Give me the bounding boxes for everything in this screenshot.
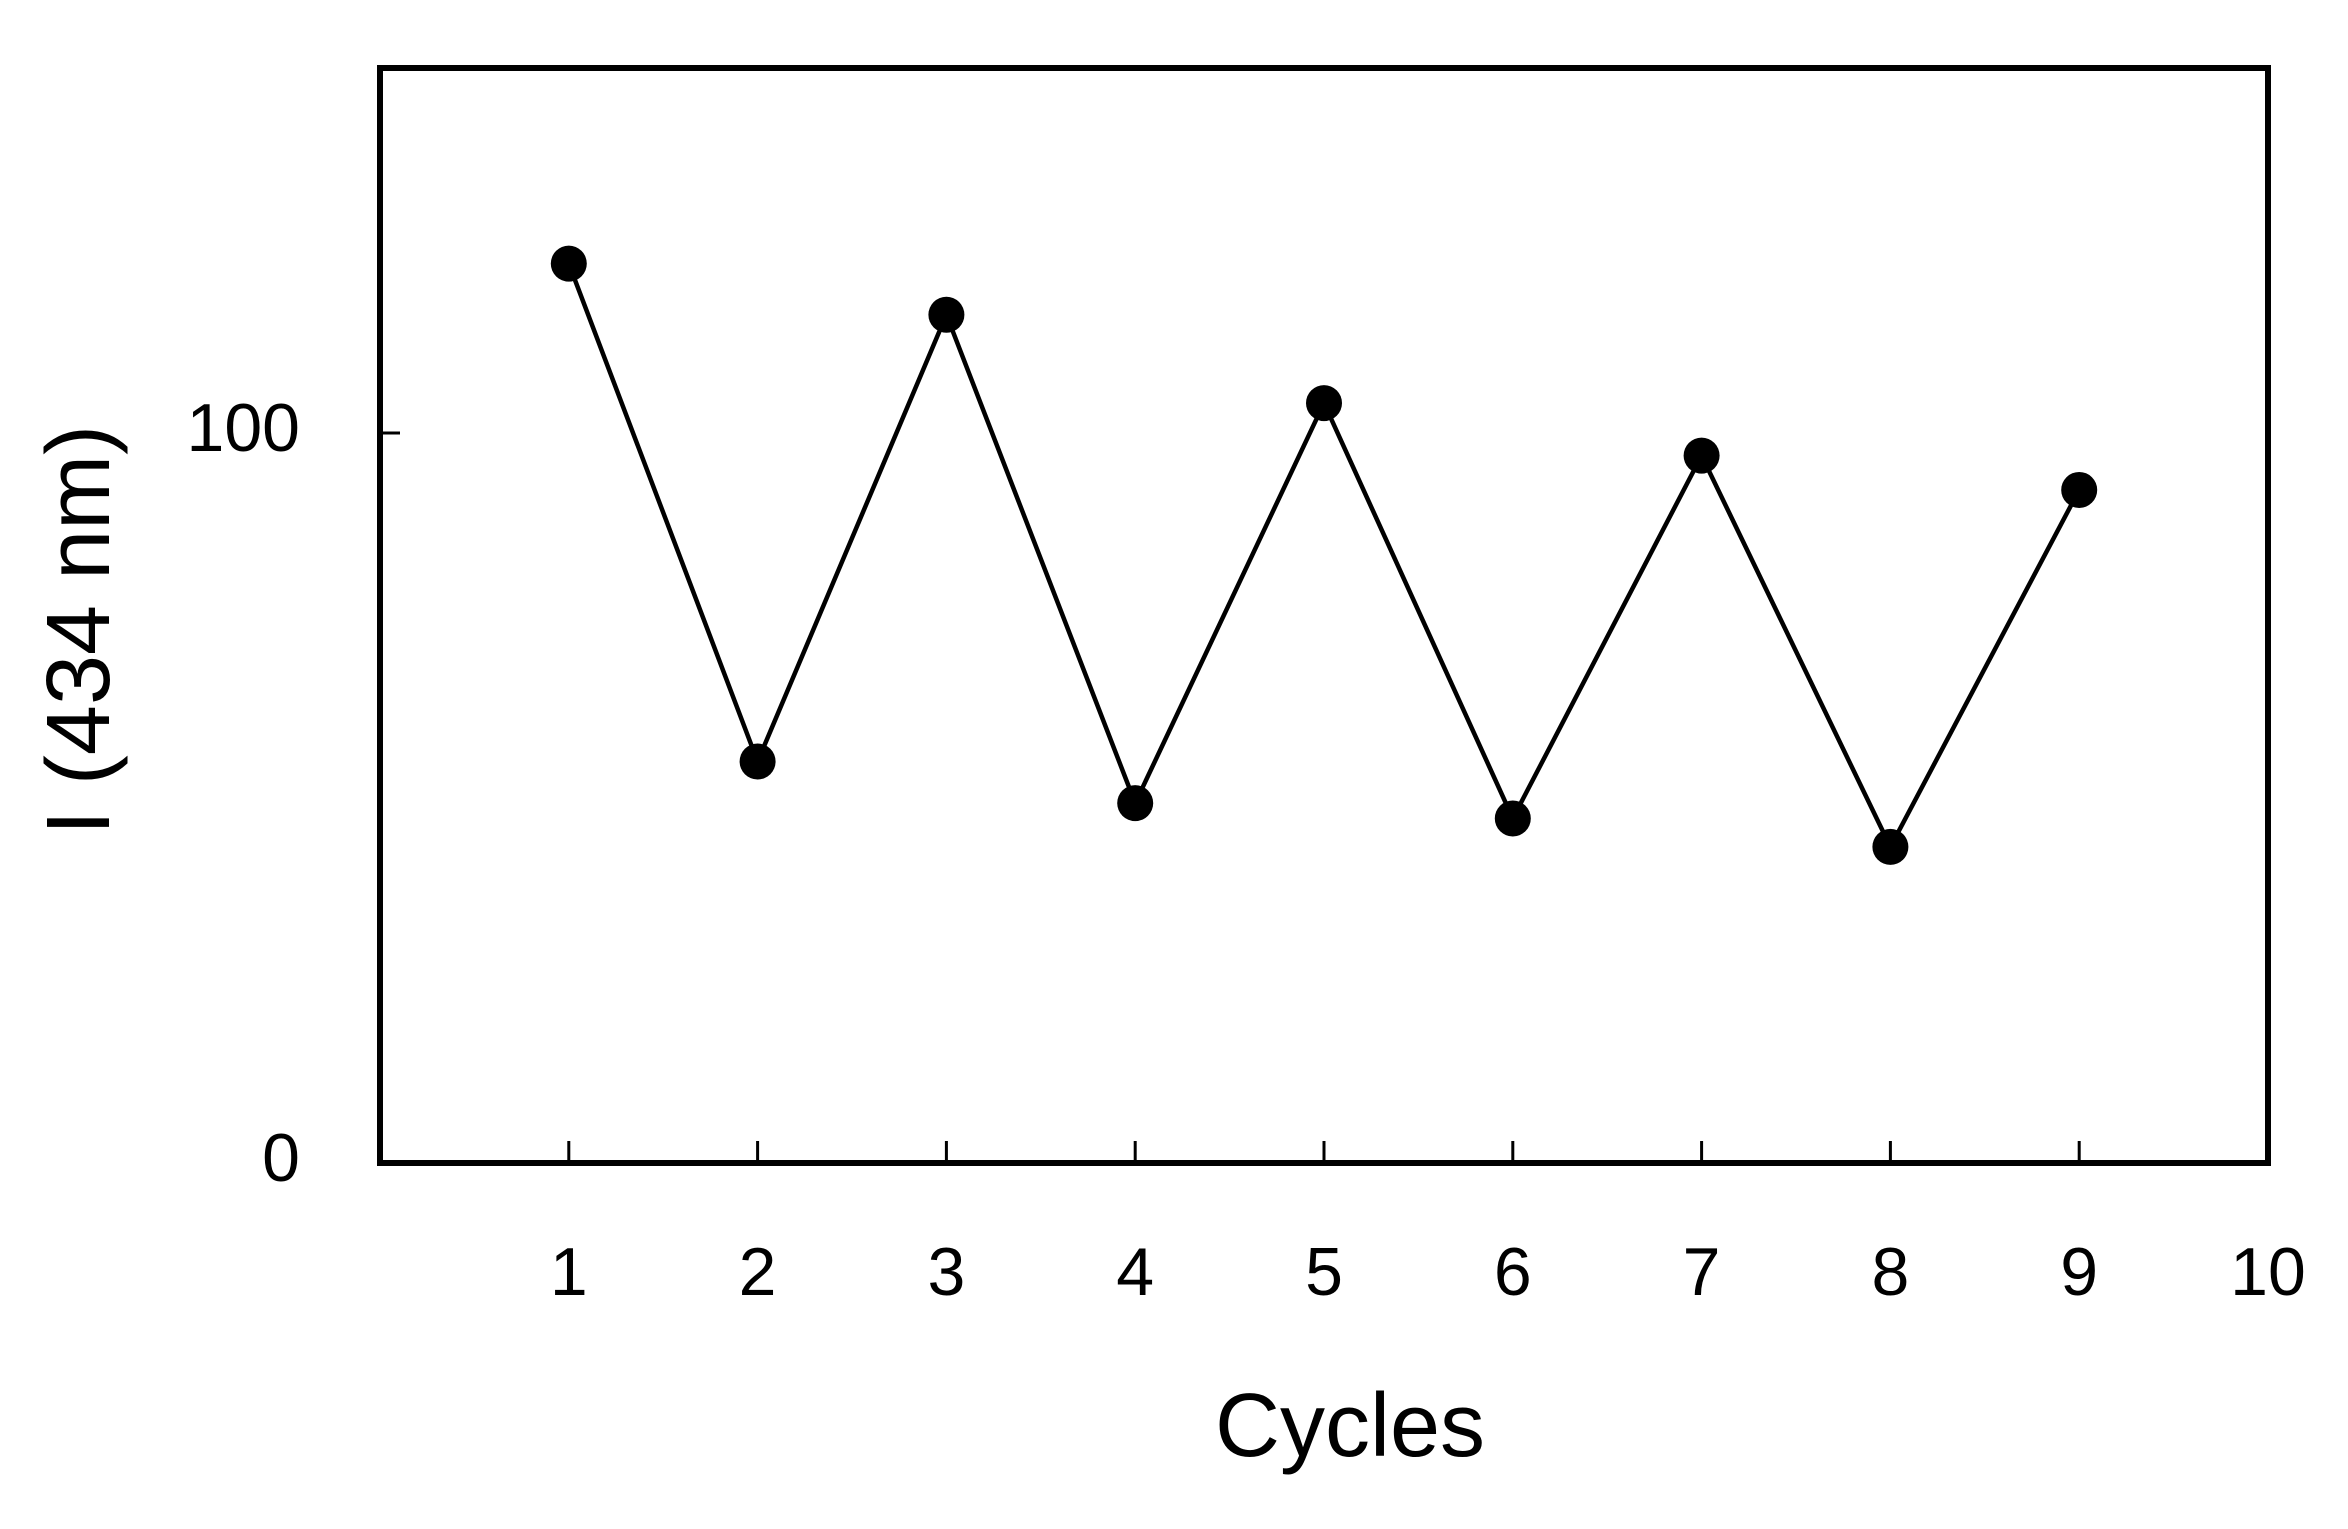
x-tick-label: 10: [2230, 1234, 2306, 1310]
data-point: [550, 245, 587, 282]
y-axis-title: I (434 nm): [29, 425, 129, 835]
x-tick-label: 7: [1683, 1234, 1721, 1310]
x-tick-label: 3: [927, 1234, 965, 1310]
x-tick-label: 1: [550, 1234, 588, 1310]
x-tick-label: 9: [2060, 1234, 2098, 1310]
data-point: [1683, 437, 1720, 474]
x-tick-label: 8: [1871, 1234, 1909, 1310]
y-tick-label: 0: [262, 1120, 300, 1196]
x-tick-label: 5: [1305, 1234, 1343, 1310]
data-point: [1494, 800, 1531, 837]
data-point: [739, 743, 776, 780]
data-point: [1306, 385, 1342, 422]
data-point: [1872, 828, 1909, 865]
data-point: [928, 296, 965, 333]
x-tick-label: 2: [739, 1234, 777, 1310]
x-axis-title: Cycles: [1215, 1376, 1485, 1476]
x-tick-label: 4: [1116, 1234, 1154, 1310]
data-point: [1117, 785, 1154, 822]
x-tick-label: 6: [1494, 1234, 1532, 1310]
plot-frame: [377, 65, 2271, 1166]
series-line: [566, 262, 2082, 852]
data-point: [2061, 471, 2098, 508]
y-tick-label: 100: [187, 390, 300, 466]
